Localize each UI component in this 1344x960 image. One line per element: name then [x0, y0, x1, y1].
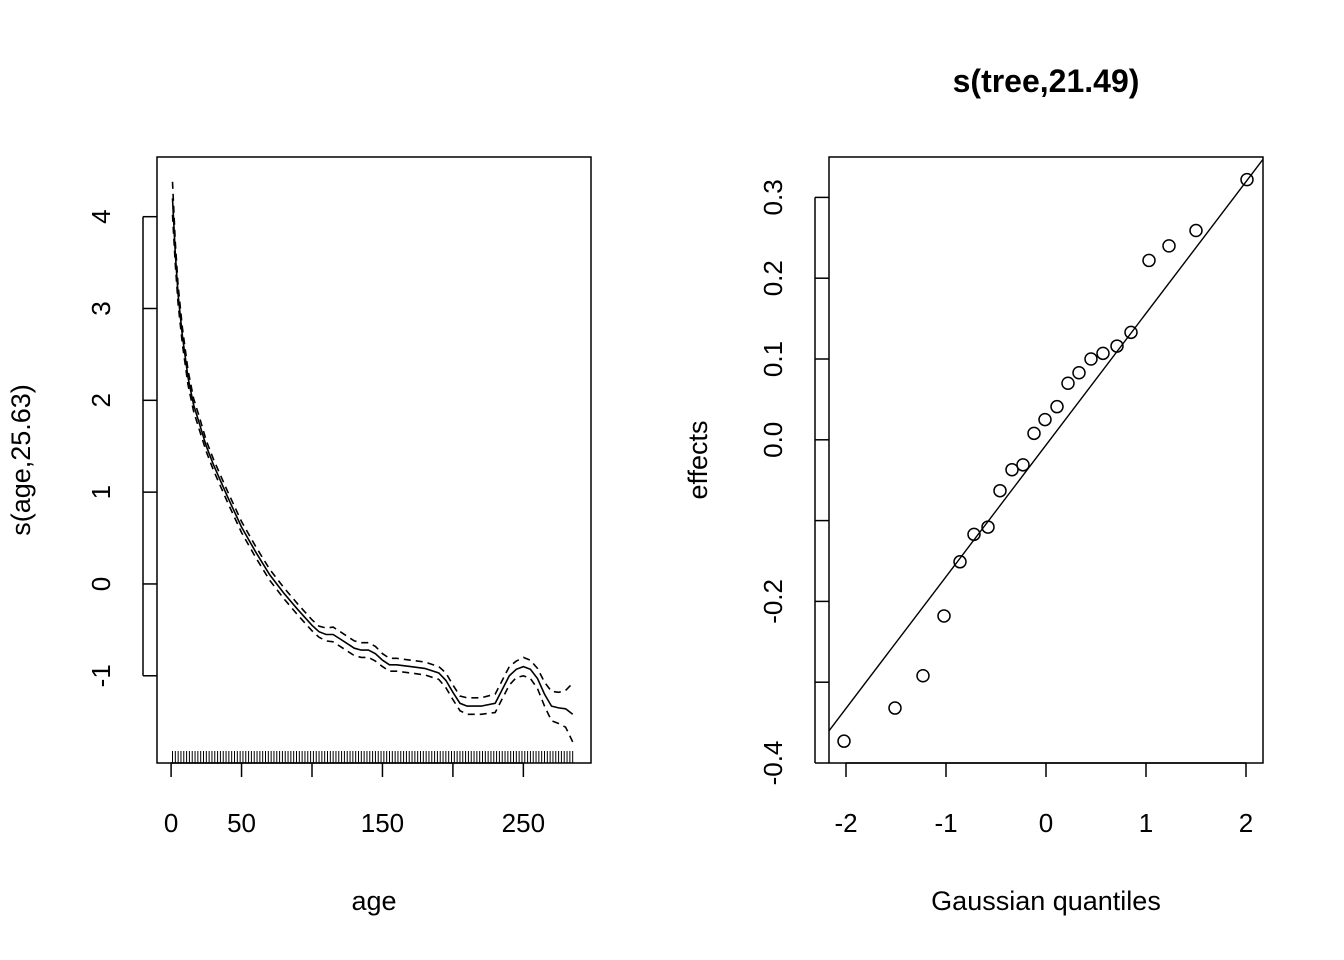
smooth-estimate-line: [171, 198, 574, 715]
reference-line: [828, 158, 1264, 732]
rug-marks: [172, 751, 574, 763]
x-tick-label: 50: [227, 808, 256, 838]
x-tick-label: 150: [361, 808, 404, 838]
x-tick-label: 0: [164, 808, 178, 838]
qq-point: [1038, 412, 1052, 427]
qq-point: [1096, 346, 1110, 361]
y-axis: -0.4 -0.2 0.0 0.1 0.2 0.3: [758, 179, 829, 785]
y-tick-label: -0.4: [758, 741, 788, 786]
smooth-curves: [171, 181, 574, 743]
y-tick-label: 0.2: [758, 260, 788, 296]
qq-point: [981, 520, 995, 534]
confidence-band-line: [171, 214, 574, 743]
qq-point: [1162, 239, 1176, 253]
y-axis-label: effects: [683, 420, 713, 499]
y-tick-label: -0.2: [758, 579, 788, 624]
y-tick-label: 2: [86, 393, 116, 407]
qq-point: [1142, 253, 1156, 268]
qq-point: [953, 555, 967, 569]
confidence-band-line: [171, 181, 574, 699]
y-tick-label: 0: [86, 577, 116, 591]
y-tick-label: 0.1: [758, 341, 788, 377]
y-axis-label: s(age,25.63): [6, 384, 36, 536]
qq-point: [1240, 172, 1254, 187]
age-smooth-panel: 0 50 150 250 -1 0 1 2 3 4 age s(age,25.63): [6, 156, 592, 916]
plot-frame: [156, 156, 592, 764]
qq-point: [1016, 458, 1030, 472]
qq-point: [837, 734, 851, 748]
qq-point: [1189, 223, 1203, 238]
x-tick-label: 2: [1239, 808, 1253, 838]
y-axis: -1 0 1 2 3 4: [86, 209, 157, 687]
qq-point: [1072, 365, 1086, 380]
qq-point: [1005, 462, 1019, 477]
plot-frame: [828, 156, 1264, 764]
tree-qq-panel: s(tree,21.49) -2 -1 0 1 2 -0.4 -0.2 0.0 0.1 0.2 0…: [683, 63, 1264, 916]
x-tick-label: 250: [502, 808, 545, 838]
y-tick-label: 0.3: [758, 179, 788, 215]
qq-point: [967, 527, 981, 542]
qq-point: [888, 701, 902, 715]
y-tick-label: 0.0: [758, 422, 788, 458]
x-axis-label: Gaussian quantiles: [931, 886, 1161, 916]
qq-point: [1061, 376, 1075, 390]
qq-point: [916, 668, 930, 683]
x-tick-label: 0: [1039, 808, 1053, 838]
qq-point: [1050, 399, 1064, 414]
qq-point: [937, 609, 951, 623]
qq-point: [1110, 339, 1124, 353]
x-tick-label: -2: [834, 808, 857, 838]
qq-point: [1124, 325, 1138, 340]
x-tick-label: 1: [1139, 808, 1153, 838]
qq-point: [1027, 426, 1041, 441]
x-axis: -2 -1 0 1 2: [834, 762, 1253, 838]
x-axis: 0 50 150 250: [164, 762, 545, 838]
qq-reference-line: [828, 158, 1264, 732]
chart-title: s(tree,21.49): [953, 63, 1140, 99]
qq-points: [837, 172, 1254, 748]
y-tick-label: 4: [86, 209, 116, 223]
y-tick-label: 1: [86, 485, 116, 499]
y-tick-label: -1: [86, 664, 116, 687]
x-tick-label: -1: [934, 808, 957, 838]
x-axis-label: age: [351, 886, 396, 916]
y-tick-label: 3: [86, 301, 116, 315]
qq-point: [993, 483, 1007, 498]
qq-point: [1084, 352, 1098, 366]
